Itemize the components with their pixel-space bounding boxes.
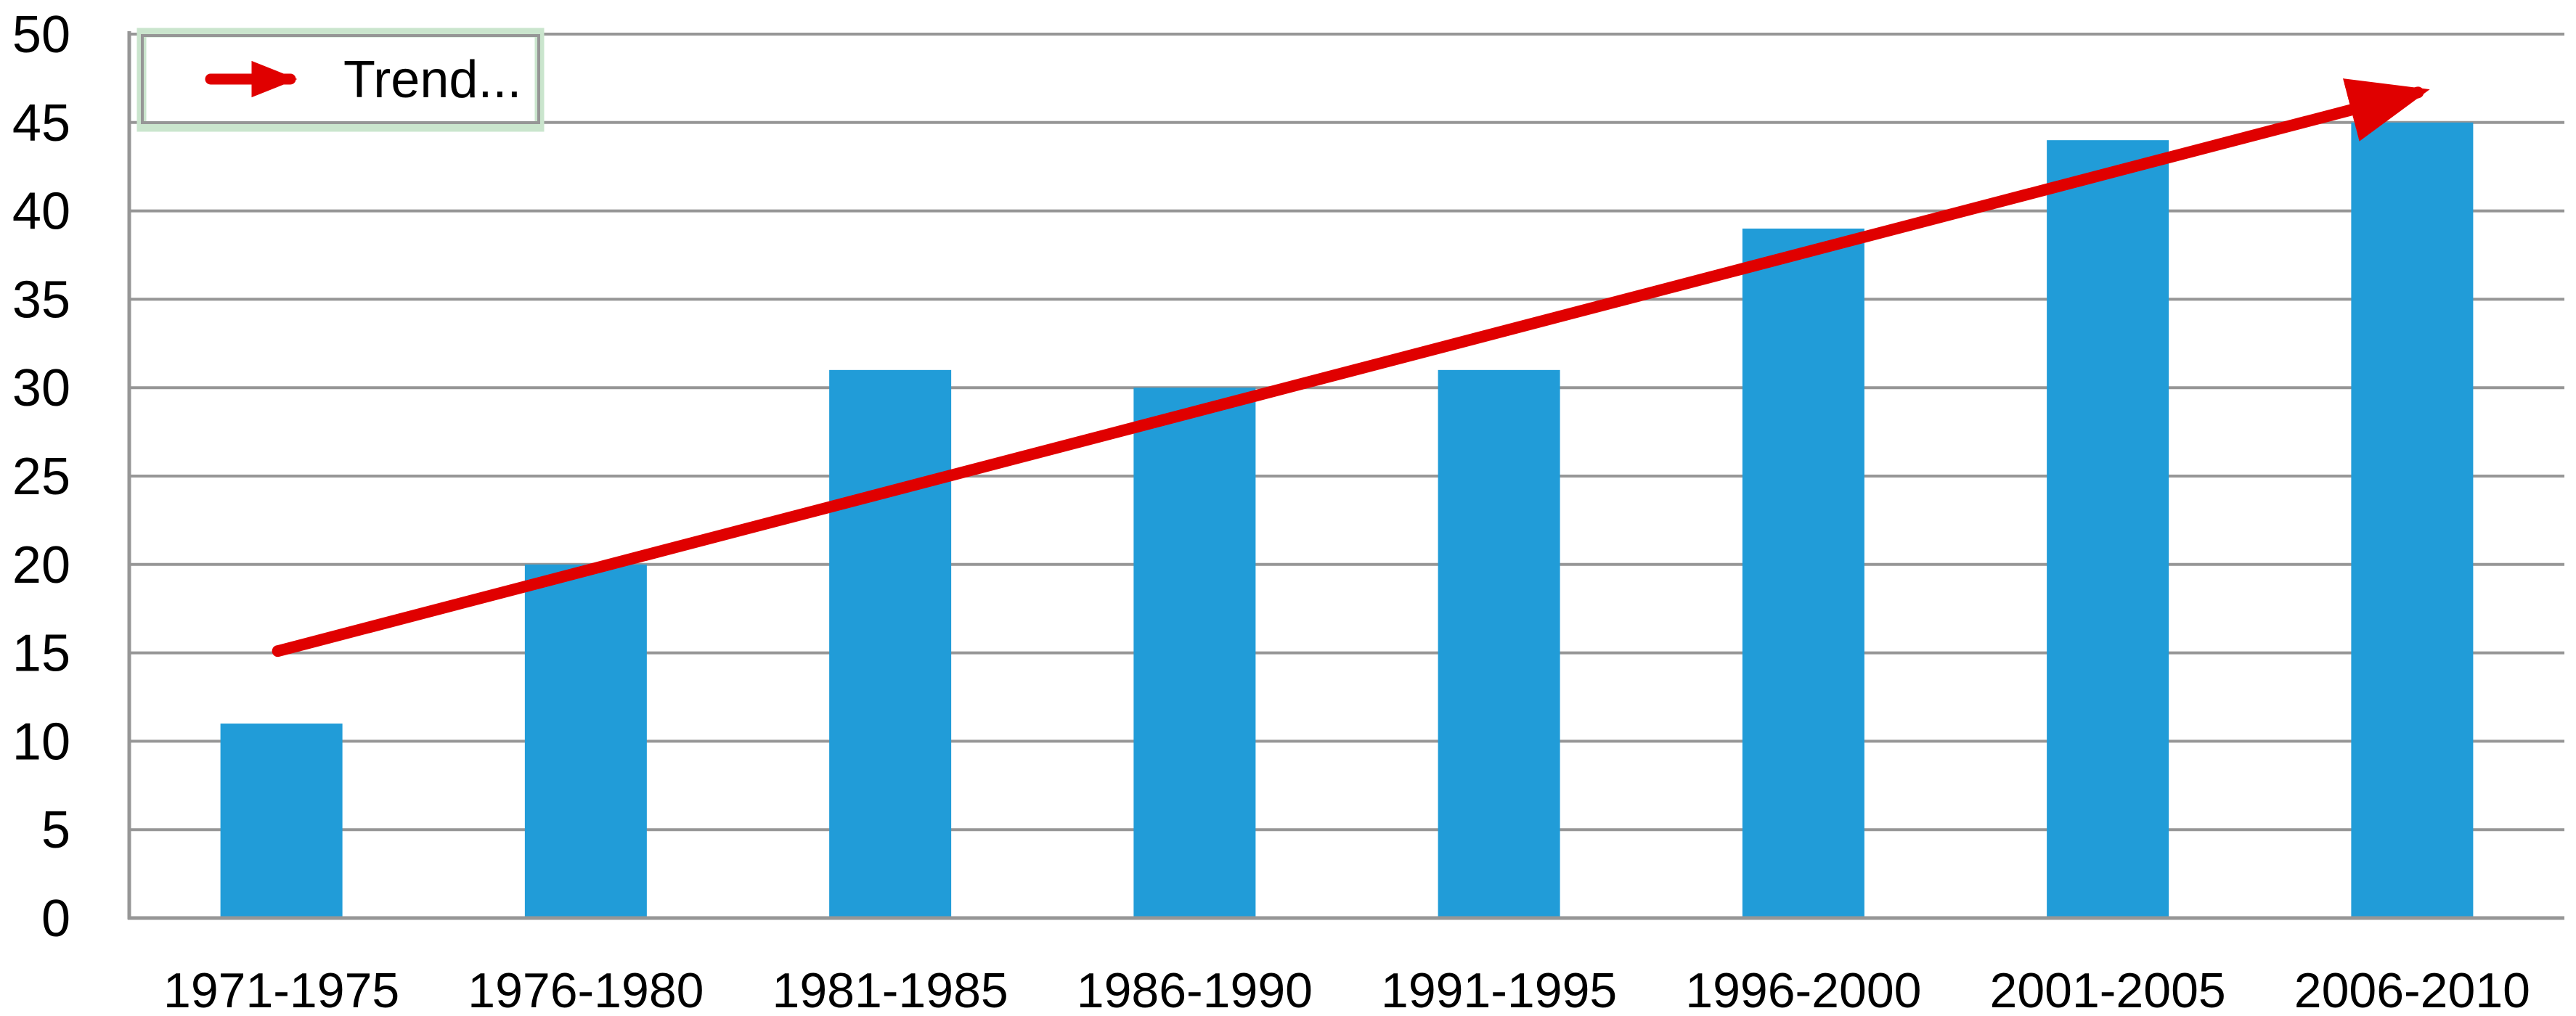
legend-border	[141, 34, 540, 124]
legend[interactable]: Trend...	[136, 28, 545, 132]
bar-2001-2005[interactable]	[2047, 140, 2169, 918]
x-tick-label: 1986-1990	[1077, 963, 1313, 1016]
legend-label: Trend...	[343, 51, 521, 109]
x-tick-label: 1976-1980	[468, 963, 704, 1016]
x-axis: 1971-1975 1976-1980 1981-1985 1986-1990 1991…	[163, 963, 2530, 1016]
y-tick-label: 45	[12, 94, 70, 152]
y-axis: 0 5 10 15 20 25 30 35 40 45 50	[12, 6, 70, 948]
trend-arrow-line[interactable]	[272, 78, 2430, 657]
bar-1986-1990[interactable]	[1133, 388, 1256, 918]
y-tick-label: 30	[12, 359, 70, 417]
axis-lines	[127, 31, 2564, 920]
y-tick-label: 25	[12, 448, 70, 506]
bar-series	[220, 122, 2474, 919]
y-tick-label: 5	[41, 801, 70, 859]
x-tick-label: 1991-1995	[1381, 963, 1617, 1016]
x-tick-label: 1996-2000	[1685, 963, 1921, 1016]
y-tick-label: 10	[12, 713, 70, 771]
x-tick-label: 1971-1975	[163, 963, 399, 1016]
gridlines	[129, 33, 2564, 919]
y-tick-label: 50	[12, 6, 70, 64]
bar-1976-1980[interactable]	[524, 564, 647, 918]
y-tick-label: 35	[12, 271, 70, 329]
y-tick-label: 20	[12, 536, 70, 594]
y-tick-label: 40	[12, 183, 70, 241]
x-tick-label: 2001-2005	[1990, 963, 2226, 1016]
x-tick-label: 1981-1985	[773, 963, 1008, 1016]
bar-1991-1995[interactable]	[1438, 369, 1560, 919]
x-tick-label: 2006-2010	[2294, 963, 2530, 1016]
bar-2006-2010[interactable]	[2351, 122, 2474, 918]
y-tick-label: 15	[12, 625, 70, 683]
bar-1971-1975[interactable]	[220, 724, 343, 918]
bar-1981-1985[interactable]	[829, 369, 952, 919]
bar-1996-2000[interactable]	[1742, 228, 1864, 919]
y-tick-label: 0	[41, 890, 70, 948]
